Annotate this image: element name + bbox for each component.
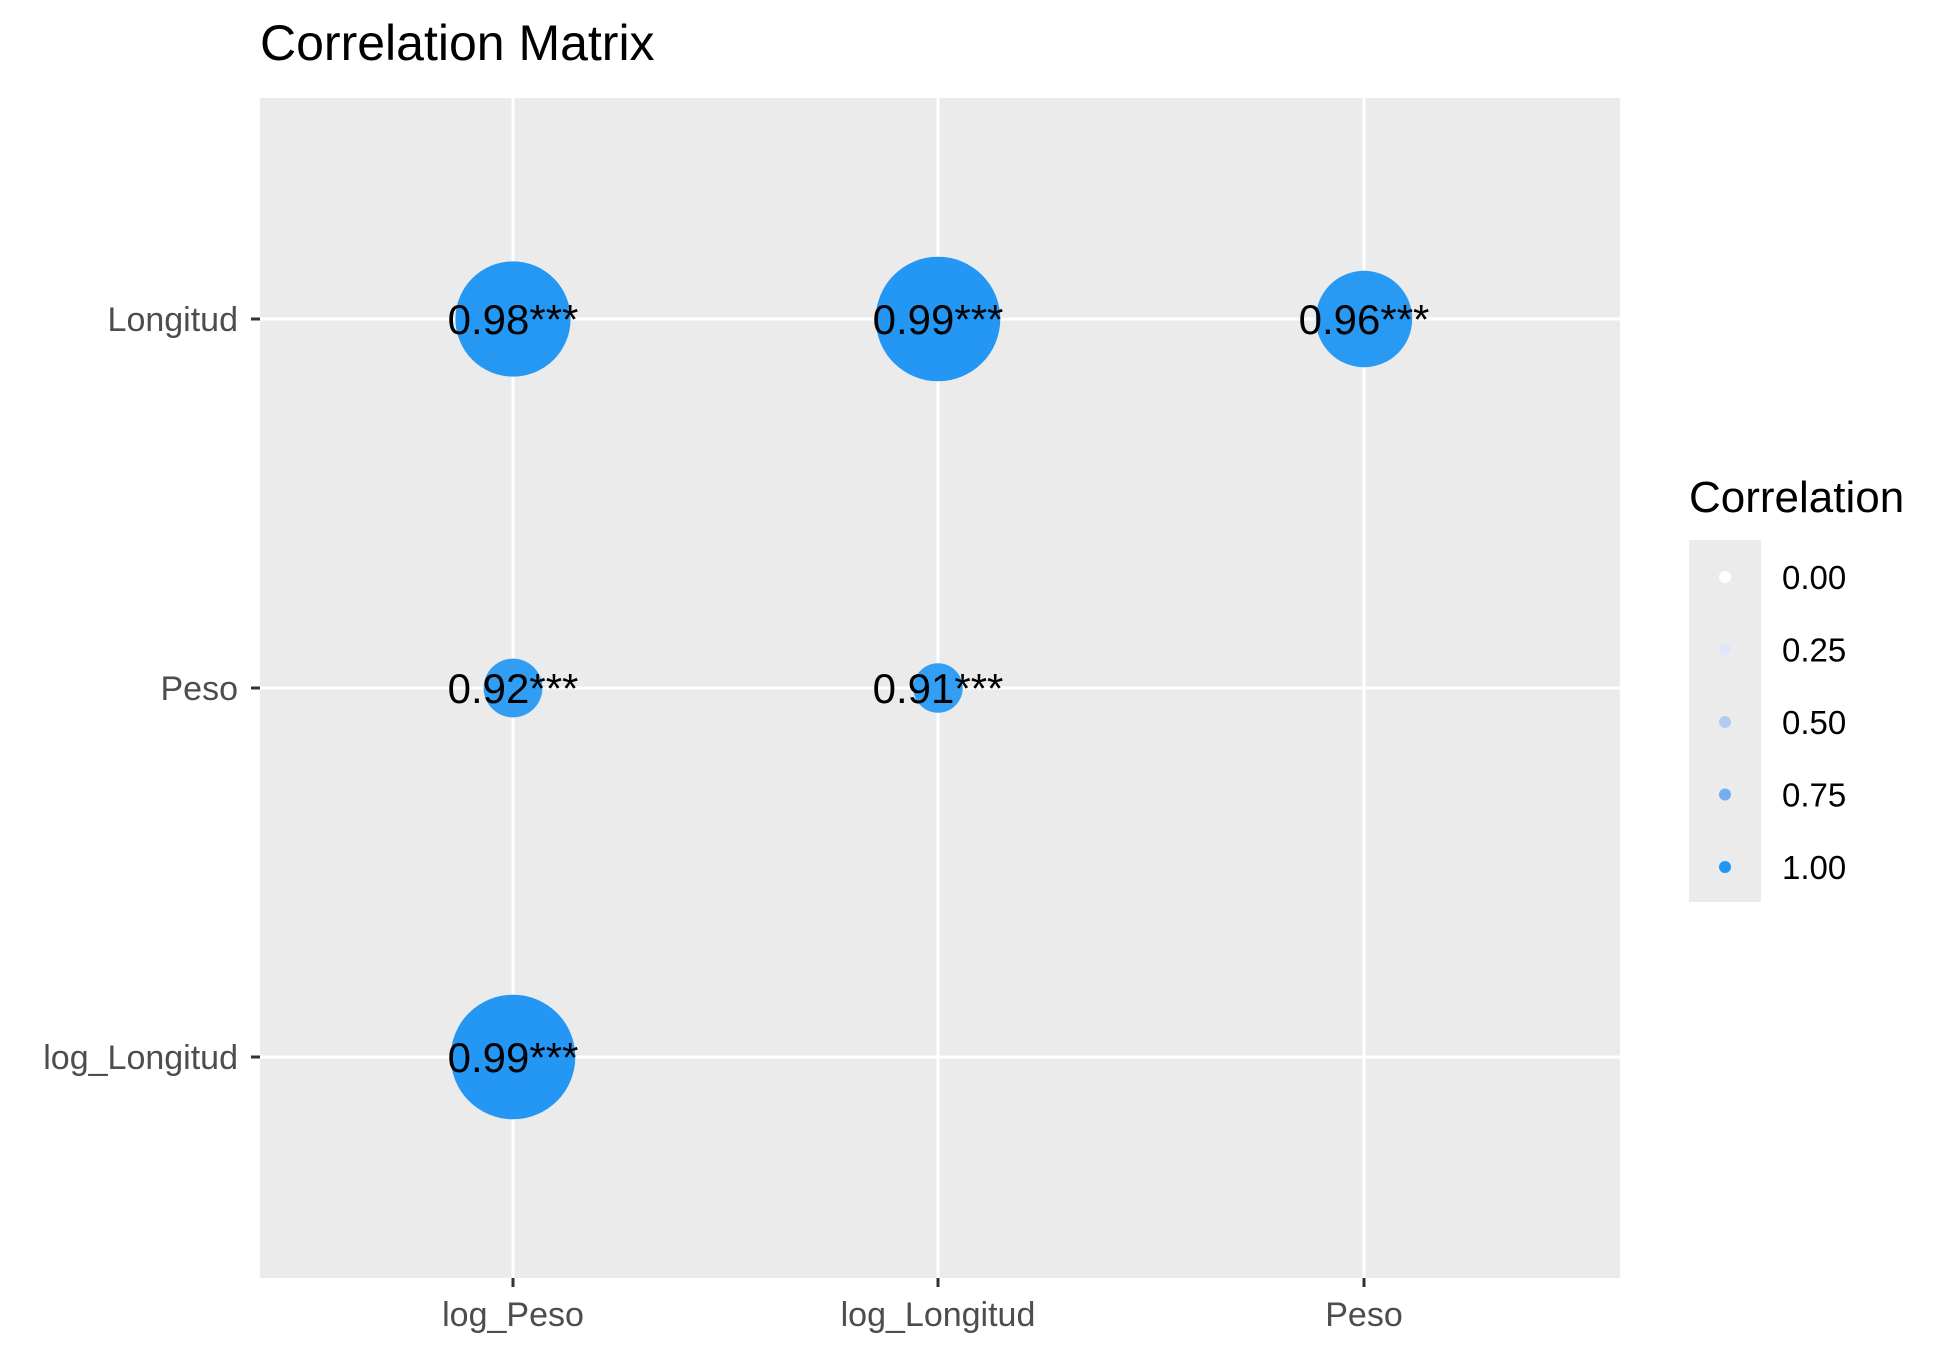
correlation-label: 0.99***: [448, 1034, 579, 1081]
legend-items: 0.00 0.25 0.50 0.75 1.00: [1719, 559, 1846, 886]
x-tick-label: log_Longitud: [841, 1296, 1036, 1334]
legend-label: 0.00: [1782, 559, 1846, 596]
legend-key: [1719, 643, 1731, 656]
correlation-label: 0.96***: [1299, 296, 1430, 343]
x-tick-label: Peso: [1325, 1296, 1403, 1334]
correlation-points: [450, 256, 1413, 1120]
correlation-point: [875, 256, 1001, 382]
correlation-point: [455, 261, 571, 377]
y-tick-label: log_Longitud: [43, 1039, 238, 1077]
y-axis: Longitud Peso log_Longitud: [43, 301, 260, 1077]
legend-key: [1719, 571, 1731, 583]
legend: Correlation 0.00 0.25 0.50 0.75 1.00: [1689, 473, 1904, 902]
correlation-point: [450, 994, 576, 1120]
correlation-label: 0.98***: [448, 296, 579, 343]
legend-key: [1719, 788, 1731, 801]
y-tick-label: Peso: [161, 670, 239, 708]
correlation-point: [913, 663, 963, 713]
x-tick-label: log_Peso: [442, 1296, 584, 1334]
legend-title: Correlation: [1689, 473, 1904, 522]
correlation-label: 0.92***: [448, 665, 579, 712]
y-tick-label: Longitud: [108, 301, 238, 339]
x-axis: log_Peso log_Longitud Peso: [442, 1278, 1403, 1334]
correlation-label: 0.91***: [873, 665, 1004, 712]
legend-label: 1.00: [1782, 849, 1846, 886]
correlation-label: 0.99***: [873, 296, 1004, 343]
legend-label: 0.75: [1782, 777, 1846, 814]
correlation-point: [483, 658, 543, 718]
legend-label: 0.25: [1782, 632, 1846, 669]
correlation-labels: 0.98*** 0.99*** 0.96*** 0.92*** 0.91*** 0.99*…: [448, 296, 1430, 1081]
legend-label: 0.50: [1782, 704, 1846, 741]
chart-title: Correlation Matrix: [260, 15, 655, 71]
legend-key: [1719, 861, 1731, 873]
correlation-point: [1315, 270, 1413, 368]
legend-key: [1719, 716, 1731, 728]
